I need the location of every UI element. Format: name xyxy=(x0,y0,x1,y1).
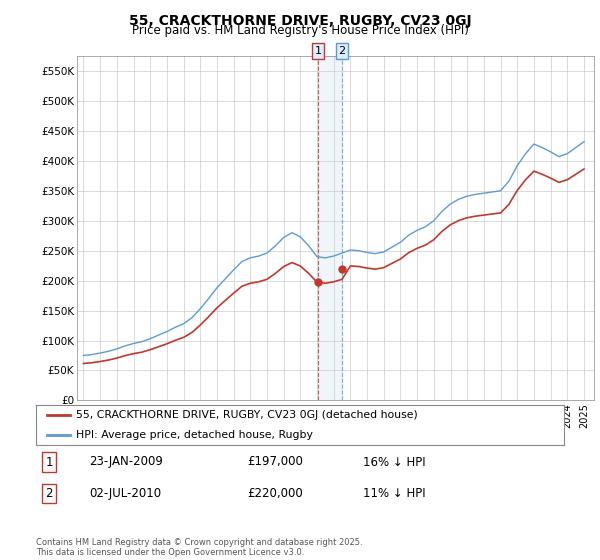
Text: £197,000: £197,000 xyxy=(247,455,303,469)
Text: 1: 1 xyxy=(315,46,322,56)
Text: 16% ↓ HPI: 16% ↓ HPI xyxy=(364,455,426,469)
Text: 11% ↓ HPI: 11% ↓ HPI xyxy=(364,487,426,500)
Text: 55, CRACKTHORNE DRIVE, RUGBY, CV23 0GJ (detached house): 55, CRACKTHORNE DRIVE, RUGBY, CV23 0GJ (… xyxy=(76,410,418,420)
Text: Price paid vs. HM Land Registry's House Price Index (HPI): Price paid vs. HM Land Registry's House … xyxy=(131,24,469,37)
Text: 02-JUL-2010: 02-JUL-2010 xyxy=(89,487,161,500)
Text: 55, CRACKTHORNE DRIVE, RUGBY, CV23 0GJ: 55, CRACKTHORNE DRIVE, RUGBY, CV23 0GJ xyxy=(128,14,472,28)
Text: 1: 1 xyxy=(46,455,53,469)
Text: Contains HM Land Registry data © Crown copyright and database right 2025.
This d: Contains HM Land Registry data © Crown c… xyxy=(36,538,362,557)
Text: £220,000: £220,000 xyxy=(247,487,303,500)
Bar xyxy=(318,56,342,400)
Text: 23-JAN-2009: 23-JAN-2009 xyxy=(89,455,163,469)
Text: HPI: Average price, detached house, Rugby: HPI: Average price, detached house, Rugb… xyxy=(76,430,313,440)
Text: 2: 2 xyxy=(338,46,346,56)
Text: 2: 2 xyxy=(46,487,53,500)
